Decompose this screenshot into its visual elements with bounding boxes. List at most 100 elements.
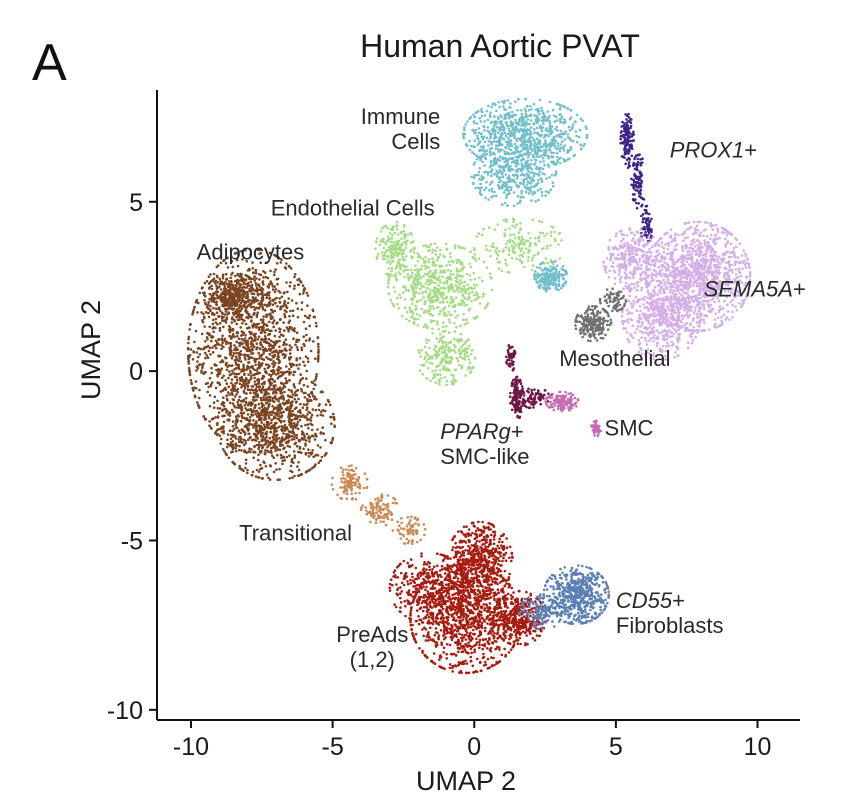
data-point	[444, 583, 448, 586]
data-point	[251, 296, 255, 299]
data-point	[280, 411, 283, 415]
data-point	[417, 622, 421, 626]
data-point	[278, 448, 282, 452]
data-point	[467, 544, 470, 548]
data-point	[332, 412, 335, 416]
data-point	[448, 604, 452, 608]
data-point	[195, 369, 198, 372]
data-point	[442, 630, 446, 634]
data-point	[510, 597, 513, 600]
data-point	[257, 382, 260, 385]
data-point	[469, 587, 473, 591]
data-point	[262, 388, 266, 392]
data-point	[473, 596, 477, 599]
data-point	[469, 659, 473, 663]
data-point	[227, 312, 230, 315]
data-point	[303, 344, 306, 347]
data-point	[465, 576, 468, 580]
data-point	[340, 480, 343, 483]
data-point	[418, 618, 421, 622]
data-point	[194, 387, 198, 390]
data-point	[478, 640, 481, 644]
data-point	[246, 385, 249, 388]
data-point	[194, 329, 198, 333]
data-point	[240, 317, 244, 321]
data-point	[264, 363, 268, 366]
data-point	[280, 428, 283, 431]
data-point	[476, 527, 479, 530]
data-point	[274, 329, 278, 332]
data-point	[454, 585, 457, 588]
data-point	[254, 363, 257, 367]
data-point	[324, 438, 327, 442]
data-point	[415, 619, 418, 623]
data-point	[500, 653, 504, 657]
data-point	[288, 357, 292, 361]
data-point	[457, 593, 460, 596]
data-point	[453, 623, 457, 626]
data-point	[277, 355, 281, 359]
data-point	[299, 473, 303, 476]
data-point	[221, 319, 224, 323]
data-point	[303, 396, 307, 399]
data-point	[393, 603, 396, 606]
data-point	[386, 508, 390, 512]
data-point	[258, 278, 261, 281]
data-point	[448, 571, 452, 574]
data-point	[262, 358, 266, 362]
data-point	[217, 343, 221, 346]
data-point	[247, 373, 250, 377]
data-point	[244, 296, 248, 299]
data-point	[206, 390, 209, 394]
data-point	[483, 629, 487, 633]
data-point	[493, 571, 497, 575]
data-point	[266, 449, 269, 453]
data-point	[427, 636, 431, 639]
data-point	[409, 611, 412, 615]
data-point	[306, 360, 310, 364]
data-point	[442, 651, 446, 654]
data-point	[446, 623, 450, 626]
data-point	[261, 291, 264, 295]
data-point	[260, 405, 264, 409]
data-point	[408, 593, 411, 597]
data-point	[240, 300, 244, 303]
data-point	[266, 407, 269, 411]
data-point	[233, 344, 236, 347]
data-point	[242, 443, 246, 447]
data-point	[486, 666, 490, 670]
data-point	[238, 382, 242, 386]
data-point	[229, 364, 233, 368]
data-point	[275, 339, 278, 343]
data-point	[222, 432, 225, 435]
data-point	[257, 476, 260, 479]
data-point	[509, 648, 513, 651]
data-point	[470, 651, 474, 655]
data-point	[218, 329, 222, 332]
data-point	[278, 349, 282, 353]
data-point	[240, 428, 244, 431]
data-point	[227, 328, 231, 332]
data-point	[485, 573, 489, 576]
data-point	[482, 558, 486, 562]
data-point	[365, 477, 369, 481]
data-point	[482, 566, 485, 570]
data-point	[237, 337, 241, 341]
data-point	[231, 369, 234, 373]
data-point	[260, 467, 264, 470]
data-point	[449, 557, 452, 560]
data-point	[306, 304, 309, 308]
data-point	[429, 587, 433, 590]
data-point	[478, 599, 482, 602]
data-point	[298, 356, 302, 360]
data-point	[469, 623, 472, 626]
data-point	[317, 408, 321, 412]
data-point	[479, 563, 483, 567]
data-point	[278, 404, 282, 408]
data-point	[498, 537, 502, 541]
data-point	[249, 388, 252, 392]
data-point	[220, 430, 224, 434]
data-point	[250, 316, 253, 319]
data-point	[246, 408, 249, 412]
data-point	[229, 341, 233, 345]
